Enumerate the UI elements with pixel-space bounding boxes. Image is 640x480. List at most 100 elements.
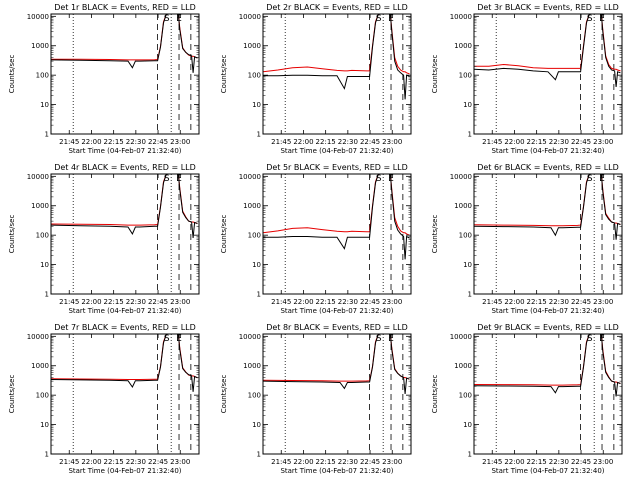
y-tick-label: 10000 <box>239 13 261 21</box>
panel-title: Det 3r BLACK = Events, RED = LLD <box>477 3 619 12</box>
y-tick-label: 100 <box>248 72 261 80</box>
series-line-events <box>474 174 621 240</box>
marker-s: S <box>164 334 170 344</box>
marker-s: S <box>376 174 382 184</box>
x-tick-label: 22:45 <box>571 458 591 466</box>
x-axis-label: Start Time (04-Feb-07 21:32:40) <box>280 307 393 315</box>
x-tick-label: 22:15 <box>316 458 336 466</box>
x-tick-label: 22:45 <box>360 298 380 306</box>
marker-e: E <box>388 334 394 344</box>
series-line-events <box>263 14 410 100</box>
series-line-events <box>263 174 410 260</box>
x-tick-label: 22:15 <box>104 458 124 466</box>
y-tick-label: 10 <box>252 101 261 109</box>
panel-title: Det 4r BLACK = Events, RED = LLD <box>54 163 196 172</box>
y-tick-label: 100 <box>248 392 261 400</box>
y-tick-label: 1 <box>257 451 261 459</box>
x-tick-label: 22:45 <box>571 138 591 146</box>
panel-7: Det 7r BLACK = Events, RED = LLD S E 1 10 100… <box>8 323 200 475</box>
marker-e: E <box>176 174 182 184</box>
y-tick-label: 1 <box>45 291 49 299</box>
x-tick-label: 21:45 <box>482 298 502 306</box>
x-axis-label: Start Time (04-Feb-07 21:32:40) <box>491 467 604 475</box>
marker-e: E <box>388 14 394 24</box>
y-tick-label: 1000 <box>454 362 472 370</box>
panel-title: Det 5r BLACK = Events, RED = LLD <box>266 163 408 172</box>
series-line-events <box>51 174 198 239</box>
x-tick-label: 22:30 <box>338 458 358 466</box>
y-tick-label: 1 <box>45 451 49 459</box>
x-axis-label: Start Time (04-Feb-07 21:32:40) <box>68 147 181 155</box>
x-tick-label: 22:15 <box>104 138 124 146</box>
y-axis-label: Counts/sec <box>220 55 228 94</box>
y-axis-label: Counts/sec <box>8 375 16 414</box>
y-axis-label: Counts/sec <box>220 375 228 414</box>
axes-frame <box>262 333 412 455</box>
marker-s: S <box>164 174 170 184</box>
x-tick-label: 22:00 <box>81 138 101 146</box>
panel-title: Det 6r BLACK = Events, RED = LLD <box>477 163 619 172</box>
marker-e: E <box>599 14 605 24</box>
panel-6: Det 6r BLACK = Events, RED = LLD S E 1 10 100… <box>431 163 623 315</box>
x-tick-label: 23:00 <box>593 138 613 146</box>
marker-e: E <box>599 174 605 184</box>
y-tick-label: 100 <box>36 72 49 80</box>
x-tick-label: 22:15 <box>316 138 336 146</box>
x-tick-label: 22:15 <box>527 458 547 466</box>
axes-frame <box>262 173 412 295</box>
y-tick-label: 1 <box>468 291 472 299</box>
x-tick-label: 22:15 <box>104 298 124 306</box>
x-tick-label: 23:00 <box>170 298 190 306</box>
x-axis-label: Start Time (04-Feb-07 21:32:40) <box>280 147 393 155</box>
x-tick-label: 22:45 <box>148 138 168 146</box>
x-tick-label: 22:30 <box>338 138 358 146</box>
y-tick-label: 10 <box>40 421 49 429</box>
x-tick-label: 22:15 <box>316 298 336 306</box>
y-tick-label: 10 <box>40 261 49 269</box>
y-tick-label: 100 <box>459 392 472 400</box>
panel-title: Det 1r BLACK = Events, RED = LLD <box>54 3 196 12</box>
x-tick-label: 22:45 <box>360 458 380 466</box>
y-tick-label: 100 <box>248 232 261 240</box>
x-tick-label: 21:45 <box>271 458 291 466</box>
x-tick-label: 21:45 <box>271 298 291 306</box>
panel-2: Det 2r BLACK = Events, RED = LLD S E 1 10 100… <box>220 3 412 155</box>
series-line-events <box>51 14 198 73</box>
y-tick-label: 100 <box>36 232 49 240</box>
y-tick-label: 1000 <box>243 42 261 50</box>
y-axis-label: Counts/sec <box>8 55 16 94</box>
y-tick-label: 1000 <box>454 202 472 210</box>
x-tick-label: 22:00 <box>504 458 524 466</box>
x-tick-label: 22:45 <box>148 298 168 306</box>
panel-title: Det 2r BLACK = Events, RED = LLD <box>266 3 408 12</box>
y-tick-label: 10 <box>463 261 472 269</box>
x-tick-label: 22:00 <box>293 458 313 466</box>
marker-s: S <box>376 14 382 24</box>
y-tick-label: 1000 <box>31 202 49 210</box>
y-axis-label: Counts/sec <box>8 215 16 254</box>
x-tick-label: 22:30 <box>549 138 569 146</box>
marker-s: S <box>587 174 593 184</box>
y-tick-label: 1000 <box>243 202 261 210</box>
y-tick-label: 10000 <box>27 173 49 181</box>
y-tick-label: 1000 <box>454 42 472 50</box>
marker-e: E <box>388 174 394 184</box>
y-tick-label: 10000 <box>450 333 472 341</box>
x-tick-label: 23:00 <box>170 458 190 466</box>
x-tick-label: 22:00 <box>504 138 524 146</box>
x-tick-label: 23:00 <box>593 458 613 466</box>
marker-s: S <box>587 14 593 24</box>
axes-frame <box>473 173 623 295</box>
y-tick-label: 100 <box>36 392 49 400</box>
y-tick-label: 100 <box>459 232 472 240</box>
axes-frame <box>50 173 200 295</box>
marker-s: S <box>376 334 382 344</box>
series-line-events <box>51 334 198 392</box>
panel-3: Det 3r BLACK = Events, RED = LLD S E 1 10 100… <box>431 3 623 155</box>
y-tick-label: 10000 <box>27 13 49 21</box>
y-axis-label: Counts/sec <box>431 55 439 94</box>
y-tick-label: 1 <box>45 131 49 139</box>
axes-frame <box>50 13 200 135</box>
x-tick-label: 22:45 <box>148 458 168 466</box>
y-tick-label: 10 <box>463 101 472 109</box>
